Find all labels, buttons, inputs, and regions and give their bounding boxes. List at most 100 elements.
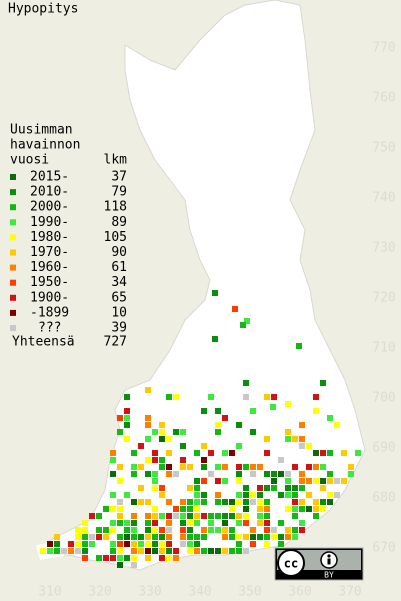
observation-square (313, 499, 319, 505)
observation-square (166, 548, 172, 554)
observation-square (313, 394, 319, 400)
observation-square (152, 471, 158, 477)
observation-square (208, 527, 214, 533)
observation-square (201, 492, 207, 498)
observation-square (278, 457, 284, 463)
observation-square (159, 548, 165, 554)
observation-square (208, 471, 214, 477)
observation-square (145, 422, 151, 428)
observation-square (187, 520, 193, 526)
observation-square (313, 513, 319, 519)
observation-square (173, 394, 179, 400)
legend-swatch (10, 204, 16, 211)
observation-square (264, 541, 270, 547)
observation-square (320, 506, 326, 512)
observation-square (250, 492, 256, 498)
observation-square (313, 464, 319, 470)
observation-square (229, 527, 235, 533)
observation-square (229, 450, 235, 456)
observation-square (278, 534, 284, 540)
observation-square (145, 471, 151, 477)
observation-square (47, 548, 53, 554)
observation-square (138, 548, 144, 554)
observation-square (180, 457, 186, 463)
y-grid-label: 710 (372, 341, 395, 356)
observation-square (264, 513, 270, 519)
observation-square (159, 541, 165, 547)
observation-square (327, 450, 333, 456)
observation-square (257, 464, 263, 470)
legend-count-header: lkm (104, 153, 128, 168)
observation-square (152, 541, 158, 547)
by-text: BY (324, 571, 334, 580)
observation-square (236, 443, 242, 449)
observation-square (215, 548, 221, 554)
observation-square (306, 478, 312, 484)
observation-square (159, 513, 165, 519)
legend-label: 1980- (30, 230, 69, 245)
observation-square (292, 485, 298, 491)
observation-square (159, 555, 165, 561)
observation-square (236, 478, 242, 484)
observation-square (334, 492, 340, 498)
legend-count: 10 (111, 305, 127, 320)
observation-square (299, 506, 305, 512)
observation-square (145, 520, 151, 526)
observation-square (166, 555, 172, 561)
observation-square (145, 548, 151, 554)
observation-square (131, 499, 137, 505)
observation-square (212, 336, 218, 342)
observation-square (306, 492, 312, 498)
observation-square (194, 548, 200, 554)
observation-square (117, 464, 123, 470)
observation-square (243, 506, 249, 512)
observation-square (166, 534, 172, 540)
observation-square (257, 506, 263, 512)
observation-square (243, 464, 249, 470)
observation-square (208, 513, 214, 519)
observation-square (243, 485, 249, 491)
y-grid-label: 690 (372, 441, 395, 456)
observation-square (89, 513, 95, 519)
observation-square (278, 492, 284, 498)
observation-squares (40, 290, 361, 568)
legend-label: 2010- (30, 185, 69, 200)
observation-square (313, 478, 319, 484)
legend-count: 89 (111, 215, 127, 230)
observation-square (341, 478, 347, 484)
observation-square (61, 548, 67, 554)
observation-square (40, 548, 46, 554)
observation-square (117, 429, 123, 435)
observation-square (145, 555, 151, 561)
observation-square (292, 499, 298, 505)
y-grid-label: 700 (372, 391, 395, 406)
observation-square (166, 464, 172, 470)
observation-square (194, 506, 200, 512)
legend-label: ??? (38, 321, 61, 336)
observation-square (208, 394, 214, 400)
observation-square (152, 457, 158, 463)
observation-square (131, 464, 137, 470)
observation-square (292, 527, 298, 533)
legend-label: 1900- (30, 290, 69, 305)
observation-square (327, 471, 333, 477)
observation-square (257, 520, 263, 526)
observation-square (236, 513, 242, 519)
observation-square (159, 436, 165, 442)
observation-square (187, 464, 193, 470)
observation-square (278, 471, 284, 477)
legend-count: 34 (111, 275, 127, 290)
observation-square (145, 415, 151, 421)
observation-square (243, 520, 249, 526)
observation-square (187, 534, 193, 540)
observation-square (236, 464, 242, 470)
legend-swatch (10, 294, 16, 301)
observation-square (145, 513, 151, 519)
observation-square (201, 513, 207, 519)
observation-square (131, 471, 137, 477)
observation-square (82, 520, 88, 526)
observation-square (201, 534, 207, 540)
observation-square (299, 485, 305, 491)
observation-square (341, 450, 347, 456)
